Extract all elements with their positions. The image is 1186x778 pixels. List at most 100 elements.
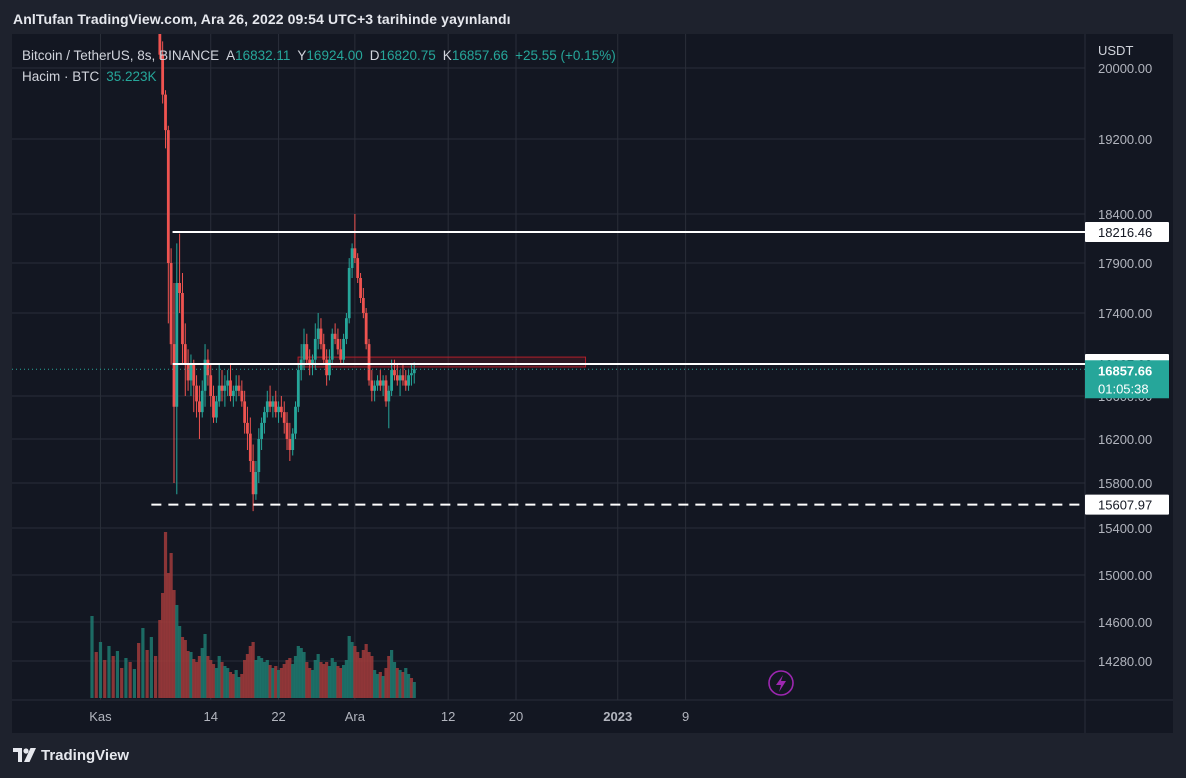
close-key: K <box>442 48 452 63</box>
volume-bar <box>211 664 216 698</box>
volume-bar <box>322 664 326 698</box>
candle-body <box>234 385 238 391</box>
candle-body <box>178 283 181 293</box>
volume-bar <box>132 669 136 698</box>
time-tick-label: 12 <box>441 709 455 724</box>
time-tick-label: 2023 <box>603 709 632 724</box>
volume-bar <box>228 672 233 698</box>
candle-body <box>407 375 410 386</box>
price-tick-label: 20000.00 <box>1098 61 1152 76</box>
volume-bar <box>262 662 266 698</box>
candle-body <box>231 390 235 396</box>
volume-bar <box>194 662 199 698</box>
chart-legend: Bitcoin / TetherUS, 8s, BINANCE A 16832.… <box>22 45 616 87</box>
candle-body <box>319 328 323 345</box>
volume-bar <box>325 662 329 698</box>
volume-bar <box>302 652 306 698</box>
price-chart[interactable]: 20000.00 19200.00 18400.00 17900.00 17400.00… <box>12 34 1173 733</box>
volume-bar <box>342 665 346 698</box>
candle-body <box>404 380 408 386</box>
volume-bar <box>265 660 269 698</box>
volume-bar <box>217 656 221 698</box>
candle-body <box>192 364 196 386</box>
candle-body <box>390 370 393 391</box>
volume-bar <box>197 656 202 698</box>
last-price-badge[interactable] <box>1085 360 1169 399</box>
volume-bar <box>271 668 275 698</box>
candle-body <box>322 344 326 360</box>
support-badge[interactable] <box>1085 494 1169 515</box>
time-tick-label: 14 <box>203 709 217 724</box>
lightning-icon[interactable] <box>768 670 794 696</box>
volume-bar <box>115 651 120 698</box>
candle-body <box>398 375 402 381</box>
candle-body <box>336 338 340 350</box>
supply-zone[interactable] <box>297 356 587 368</box>
resistance-badge[interactable] <box>1085 221 1169 242</box>
candle-body <box>220 385 224 391</box>
volume-bar <box>364 644 368 698</box>
volume-bar <box>279 668 283 698</box>
candle-body <box>410 373 413 376</box>
candle-body <box>294 406 297 434</box>
candle-body <box>328 359 331 376</box>
candle-body <box>183 344 187 365</box>
price-tick-label: 14600.00 <box>1098 615 1152 630</box>
price-tick-label: 18400.00 <box>1098 207 1152 222</box>
tradingview-logo[interactable]: TradingView <box>13 747 129 764</box>
support-badge-text: 15607.97 <box>1098 498 1152 513</box>
high-key: Y <box>297 48 307 63</box>
footer: TradingView <box>0 740 1186 778</box>
candle-body <box>172 344 176 407</box>
candle-body <box>260 422 263 439</box>
volume-bar <box>333 662 337 698</box>
volume-bar <box>384 668 388 698</box>
currency-label[interactable]: USDT <box>1098 43 1134 58</box>
volume-bar <box>243 660 247 698</box>
volume-bar <box>288 658 292 698</box>
change-value: +25.55 (+0.15%) <box>515 48 616 63</box>
volume-bar <box>200 648 204 698</box>
volume-bar <box>406 674 411 698</box>
volume-bar <box>310 670 315 698</box>
candle-body <box>243 401 247 423</box>
volume-bar <box>260 658 264 698</box>
candle-body <box>200 390 204 413</box>
volume-bar <box>313 660 317 698</box>
volume-bar <box>177 626 182 698</box>
volume-key[interactable]: Hacim · BTC <box>22 69 100 84</box>
tradingview-icon <box>13 747 36 762</box>
candle-body <box>395 375 399 381</box>
symbol-title[interactable]: Bitcoin / TetherUS, 8s, BINANCE <box>22 48 220 63</box>
volume-bar <box>166 573 170 698</box>
volume-bar <box>375 674 380 698</box>
volume-bar <box>268 665 272 698</box>
candle-body <box>350 248 354 268</box>
candle-body <box>384 380 388 402</box>
high-value: 16924.00 <box>306 48 363 63</box>
chart-area[interactable]: 20000.00 19200.00 18400.00 17900.00 17400.00… <box>12 34 1173 733</box>
candle-body <box>274 401 278 413</box>
price-tick-label: 14280.00 <box>1098 654 1152 669</box>
candle-body <box>359 278 362 298</box>
volume-bar <box>254 660 258 698</box>
candle-body <box>212 396 215 418</box>
candle-body <box>203 359 207 391</box>
candle-body <box>313 338 317 360</box>
volume-bar <box>330 658 334 698</box>
candle-body <box>246 422 249 434</box>
volume-bar <box>401 672 405 698</box>
candle-body <box>305 344 309 360</box>
candle-body <box>364 313 368 345</box>
candle-body <box>370 380 374 391</box>
volume-bar <box>154 656 158 698</box>
countdown-text: 01:05:38 <box>1098 381 1149 396</box>
volume-bar <box>387 656 391 698</box>
volume-bar <box>404 668 408 698</box>
candle-body <box>373 385 377 391</box>
volume-bar <box>103 660 107 698</box>
open-key: A <box>226 48 236 63</box>
time-tick-label: 9 <box>682 709 689 724</box>
candle-body <box>347 268 351 319</box>
candle-body <box>356 258 360 278</box>
